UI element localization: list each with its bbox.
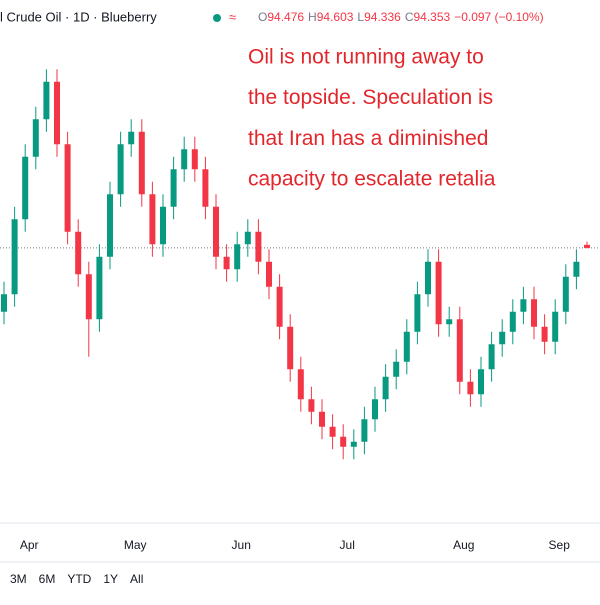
candle-body (361, 419, 368, 442)
candle-body (96, 256, 103, 320)
status-icon: ≈ (229, 9, 236, 24)
range-toolbar: 3M 6M YTD 1Y All (10, 572, 143, 586)
x-tick-label: Sep (549, 538, 571, 552)
candle-body (425, 261, 431, 295)
candle-body (85, 274, 92, 320)
annotation-line: Oil is not running away to (248, 46, 484, 69)
candle-body (213, 206, 219, 257)
candle-body (446, 319, 453, 325)
candle-body (117, 144, 124, 195)
candle-body (297, 369, 304, 400)
candle-body (435, 261, 442, 325)
candle-body (43, 81, 50, 120)
candle-body (488, 344, 495, 370)
candle-body (202, 169, 209, 207)
x-tick-label: Apr (20, 538, 39, 552)
candle-body (1, 294, 7, 312)
range-button[interactable]: 6M (39, 572, 56, 586)
candle-body (393, 361, 400, 377)
range-button[interactable]: All (130, 572, 143, 586)
ohlc-label: L (357, 10, 364, 24)
candle-body (64, 144, 71, 232)
candle-body (32, 119, 39, 157)
ohlc-value: 94.353 (413, 10, 450, 24)
annotation-line: capacity to escalate retalia (248, 168, 496, 191)
candle-body (181, 149, 188, 170)
candle-body (584, 244, 590, 248)
x-tick-label: Jun (232, 538, 251, 552)
x-tick-label: Jul (340, 538, 355, 552)
candle-body (149, 194, 156, 245)
candle-body (11, 219, 18, 295)
candle-body (541, 326, 548, 342)
annotation: Oil is not running away to the topside. S… (248, 46, 496, 191)
candle-body (191, 149, 198, 170)
ohlc-value: 94.603 (317, 10, 354, 24)
ohlc-value: 94.336 (364, 10, 401, 24)
ohlc-label: C (405, 10, 414, 24)
candle-body (234, 244, 241, 270)
candle-body (329, 426, 336, 437)
status-dot (213, 14, 221, 22)
candle-body (54, 81, 60, 145)
x-tick-label: May (124, 538, 147, 552)
ohlc-readout: O 94.476 H 94.603 L 94.336 C 94.353 −0.097 (−0.1… (258, 10, 544, 24)
candle-body (319, 411, 325, 427)
candle-body (128, 131, 135, 145)
range-button[interactable]: YTD (67, 572, 91, 586)
ohlc-value: 94.476 (267, 10, 304, 24)
candle-body (22, 156, 29, 220)
candle-body (266, 261, 272, 287)
candle-body (382, 376, 389, 400)
candle-body (255, 231, 262, 262)
candle-body (562, 276, 569, 312)
candle-body (414, 294, 421, 332)
candle-body (287, 326, 294, 370)
candle-body (340, 436, 347, 447)
candle-body (573, 261, 580, 277)
candle-body (107, 194, 113, 257)
candle-body (350, 441, 357, 447)
ohlc-label: H (308, 10, 317, 24)
candle-body (552, 311, 559, 342)
candle-body (509, 311, 516, 332)
x-tick-label: Aug (453, 538, 474, 552)
plot-area (0, 69, 600, 460)
candle-body (308, 399, 315, 412)
annotation-line: the topside. Speculation is (248, 86, 493, 109)
header-bg (0, 0, 600, 34)
candle-body (520, 299, 527, 312)
ohlc-label: O (258, 10, 267, 24)
candle-body (170, 169, 177, 207)
candle-body (478, 369, 484, 395)
annotation-line: that Iran has a diminished (248, 127, 488, 150)
candle-body (244, 231, 251, 245)
candle-body (276, 286, 283, 327)
range-button[interactable]: 1Y (103, 572, 118, 586)
candle-body (160, 206, 166, 245)
candle-body (223, 256, 230, 270)
candle-body (456, 319, 463, 382)
ohlc-change: −0.097 (−0.10%) (454, 10, 543, 24)
candle-body (499, 331, 506, 345)
symbol-title: l Crude Oil · 1D · Blueberry (0, 9, 157, 24)
candle-body (531, 299, 537, 327)
range-button[interactable]: 3M (10, 572, 27, 586)
candle-body (403, 331, 410, 362)
candle-body (138, 131, 145, 195)
candle-body (372, 399, 378, 420)
candle-body (467, 381, 474, 395)
candle-body (75, 231, 82, 275)
x-axis: Apr May Jun Jul Aug Sep (20, 538, 570, 552)
